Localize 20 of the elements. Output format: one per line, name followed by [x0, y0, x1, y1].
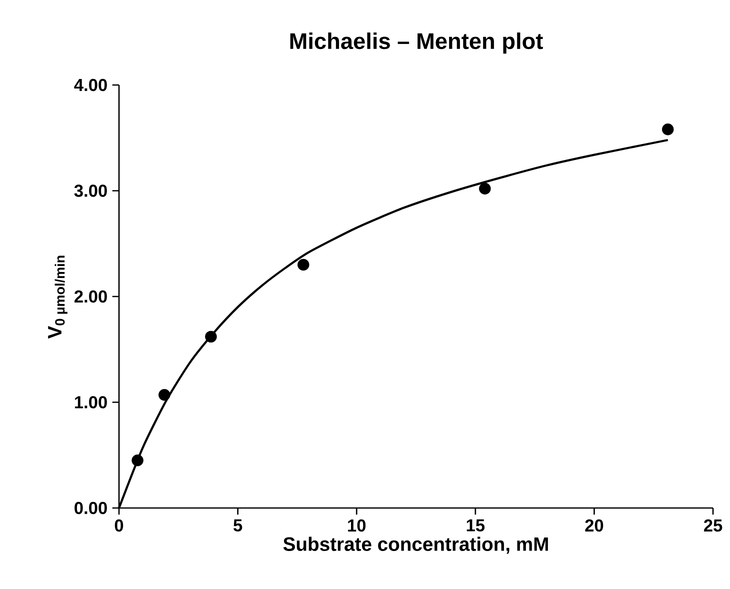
y-tick-label: 3.00 — [74, 184, 107, 197]
chart-title: Michaelis – Menten plot — [290, 32, 543, 54]
y-tick-label: 2.00 — [74, 290, 107, 303]
y-axis-title: V$_{0 µmol/min}$ — [48, 256, 68, 339]
x-tick-label: 5 — [234, 519, 242, 532]
point — [298, 258, 310, 271]
x-tick-label: 0 — [114, 519, 124, 532]
y-tick-label: 4.00 — [74, 78, 107, 92]
point — [132, 454, 144, 466]
y-tick-label: 1.00 — [74, 396, 107, 408]
x-axis-title: Substrate concentration, mM — [283, 536, 548, 554]
x-tick-label: 10 — [348, 519, 366, 532]
point — [479, 182, 491, 194]
point — [662, 124, 674, 136]
point — [158, 388, 170, 401]
point — [205, 330, 217, 343]
x-tick-label: 20 — [585, 519, 604, 532]
x-tick-label: 15 — [466, 519, 485, 532]
x-tick-label: 25 — [704, 519, 722, 532]
y-tick-label: 0.00 — [74, 502, 107, 514]
